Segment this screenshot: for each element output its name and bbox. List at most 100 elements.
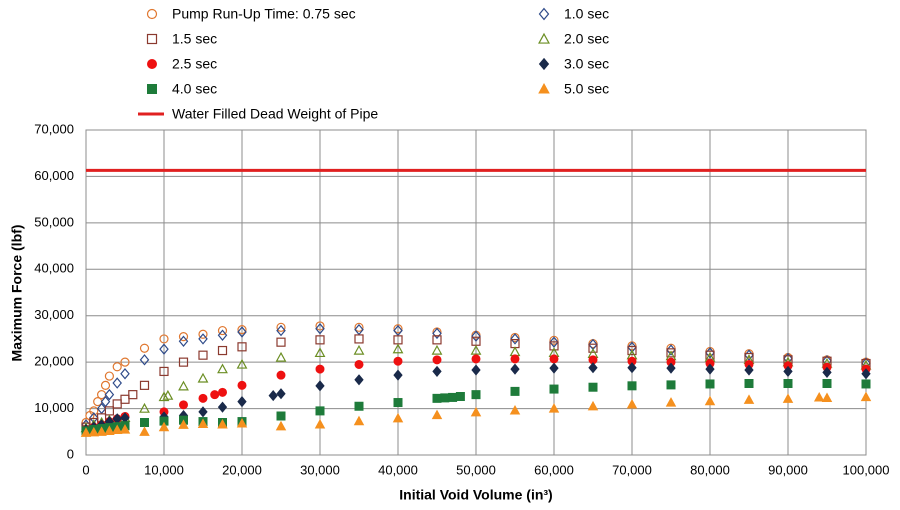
data-point [112, 362, 122, 372]
data-point [276, 324, 286, 337]
data-point [159, 334, 169, 344]
data-point [217, 418, 228, 429]
data-point [432, 393, 442, 403]
legend-label: 3.0 sec [564, 56, 609, 72]
data-point [821, 392, 833, 402]
data-point [510, 363, 520, 375]
data-point [431, 344, 443, 355]
x-axis-title: Initial Void Volume (in³) [399, 487, 552, 503]
data-point [120, 394, 130, 404]
data-point [431, 409, 443, 420]
data-point [315, 364, 325, 374]
data-point [236, 417, 248, 428]
data-point [315, 322, 325, 335]
data-point [471, 390, 481, 400]
data-point [139, 354, 150, 366]
data-point [237, 380, 247, 390]
y-tick-label: 70,000 [34, 121, 74, 136]
data-point [588, 382, 598, 392]
data-point [392, 343, 404, 354]
data-point [627, 381, 637, 391]
data-point [354, 334, 364, 344]
data-point [217, 363, 228, 374]
data-point [393, 369, 403, 381]
data-point [665, 397, 677, 407]
data-point [627, 362, 637, 374]
data-point [822, 366, 832, 378]
y-tick-label: 20,000 [34, 354, 74, 369]
data-point [432, 355, 442, 365]
data-point [178, 335, 189, 347]
data-point [588, 343, 598, 353]
data-point [704, 395, 716, 406]
data-point [80, 427, 92, 437]
data-point [217, 345, 228, 356]
data-point [159, 366, 169, 377]
data-point [314, 418, 326, 429]
y-tick-label: 60,000 [34, 168, 74, 183]
data-point [275, 351, 287, 362]
data-point [276, 337, 286, 347]
data-point [822, 379, 832, 388]
data-point [813, 391, 825, 402]
legend-symbol [146, 8, 158, 20]
data-point [783, 365, 793, 378]
data-point [861, 368, 871, 380]
data-point [861, 379, 871, 389]
data-point [393, 324, 403, 334]
x-tick-label: 40,000 [378, 462, 418, 477]
y-tick-label: 10,000 [34, 400, 74, 415]
data-point [178, 332, 189, 342]
legend-label: 1.5 sec [172, 31, 217, 47]
data-point [89, 406, 99, 416]
data-point [666, 344, 676, 356]
data-point [587, 400, 599, 411]
data-point [354, 374, 364, 386]
y-tick-label: 40,000 [34, 261, 74, 276]
data-point [104, 388, 115, 401]
data-point [217, 329, 228, 341]
data-point [860, 391, 872, 402]
y-tick-label: 30,000 [34, 307, 74, 322]
data-point [218, 387, 227, 397]
data-point [275, 420, 287, 431]
data-point [393, 398, 403, 408]
legend-symbol [538, 83, 550, 94]
data-point [158, 391, 170, 402]
data-point [276, 322, 286, 332]
y-axis-title: Maximum Force (lbf) [9, 225, 25, 362]
data-point [237, 326, 247, 338]
data-point [353, 344, 365, 355]
data-point [471, 364, 481, 376]
legend-symbol [538, 7, 550, 21]
data-point [315, 321, 325, 331]
data-point [782, 393, 794, 403]
data-point [432, 365, 442, 378]
legend-symbol [147, 84, 157, 94]
data-point [198, 350, 208, 360]
data-point [509, 346, 521, 357]
data-point [104, 425, 115, 435]
data-point [139, 402, 150, 413]
data-point [88, 426, 100, 437]
data-point [198, 406, 208, 418]
data-point [509, 404, 521, 415]
data-point [178, 357, 189, 367]
data-point [237, 396, 247, 408]
data-point [432, 327, 442, 340]
x-tick-label: 10,000 [144, 462, 184, 477]
data-point [128, 390, 138, 400]
data-point [104, 371, 115, 381]
data-point [393, 356, 403, 366]
data-point [705, 379, 715, 389]
data-point [354, 322, 364, 332]
data-point [197, 418, 209, 428]
x-tick-label: 50,000 [456, 462, 496, 477]
data-point [626, 398, 638, 409]
data-point [666, 362, 676, 374]
data-point [210, 390, 220, 400]
data-point [276, 370, 286, 380]
x-tick-label: 60,000 [534, 462, 574, 477]
data-point [455, 392, 465, 401]
